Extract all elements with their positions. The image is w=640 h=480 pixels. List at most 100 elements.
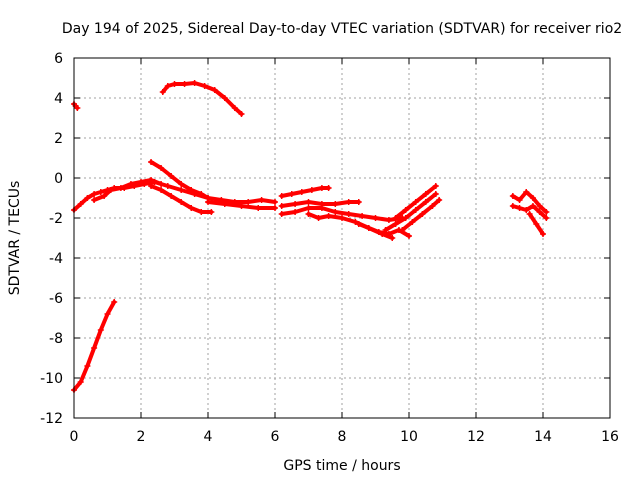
data-point [305,205,312,211]
data-point [278,203,285,209]
data-point [409,219,416,225]
data-point [97,189,104,195]
data-point [385,231,392,237]
data-point [148,183,155,189]
data-point [419,211,426,217]
data-point [432,183,439,189]
data-point [292,209,299,215]
data-point [258,197,265,203]
data-point [536,203,543,209]
data-point [101,193,108,199]
data-point [158,187,165,193]
data-point [422,199,429,205]
data-point [526,211,533,217]
series-trace [152,180,277,204]
data-point [516,205,523,211]
x-tick-label: 12 [467,429,485,445]
x-tick-label: 4 [204,429,213,445]
series-trace [383,192,438,232]
y-axis-label: SDTVAR / TECUs [7,181,23,296]
data-point [359,213,366,219]
data-point [91,197,98,203]
data-point [168,193,175,199]
data-point [158,165,165,171]
data-point [272,205,278,211]
x-tick-label: 14 [534,429,552,445]
data-point [389,235,396,241]
data-point [315,215,322,221]
y-tick-label: -12 [40,411,63,427]
data-point [509,203,516,209]
data-point [191,80,198,86]
data-point [178,199,185,205]
data-point [198,209,205,215]
data-point [278,211,285,217]
ticks [73,57,611,419]
data-point [171,81,178,87]
x-tick-label: 10 [400,429,418,445]
y-tick-label: 6 [54,51,63,67]
series-rising-start [71,299,118,393]
data-point [392,215,399,221]
data-point [164,183,171,189]
data-point [399,227,406,233]
data-point [402,207,409,213]
data-point [107,187,114,193]
y-tick-label: -2 [49,211,63,227]
data-point [375,229,382,235]
data-point [543,209,550,215]
y-tick-label: -4 [49,251,63,267]
data-point [402,215,409,221]
data-point [406,233,412,239]
series-rise-to-10.8-c [399,197,443,233]
data-point [231,105,238,111]
data-point [111,299,118,305]
data-point [509,193,516,199]
x-tick-label: 8 [338,429,347,445]
data-point [529,203,536,209]
data-point [238,203,245,209]
data-point [332,209,339,215]
data-point [305,211,312,217]
data-point [523,207,530,213]
data-point [543,215,550,221]
y-tick-label: -6 [49,291,63,307]
data-point [308,187,315,193]
data-point [151,179,158,185]
y-tick-label: 2 [54,131,63,147]
series-descending-strand-to-4h [148,183,215,215]
data-point [255,205,262,211]
series-trace [160,81,244,116]
data-point [332,201,339,207]
y-tick-label: 4 [54,91,63,107]
data-point [288,191,295,197]
data-point [127,181,134,187]
data-point [365,225,372,231]
data-point [432,191,439,197]
data-point [436,197,443,203]
data-point [422,191,429,197]
data-point [325,185,332,191]
data-point [159,89,166,95]
data-point [84,195,91,201]
series-segment-6-8.5-b [278,205,406,223]
data-point [412,199,419,205]
data-point [292,201,299,207]
data-point [188,205,195,211]
data-point [385,217,392,223]
series-late-cluster-b [509,203,550,221]
x-tick-label: 0 [70,429,79,445]
data-point [91,191,98,197]
data-point [191,191,198,197]
x-tick-label: 16 [601,429,619,445]
series-rise-to-10.8-a [392,183,439,221]
data-point [529,195,536,201]
data-point [540,231,546,237]
data-point [372,215,379,221]
data-point [91,345,98,351]
data-point [305,199,312,205]
y-tick-label: -10 [40,371,63,387]
data-point [211,87,218,93]
